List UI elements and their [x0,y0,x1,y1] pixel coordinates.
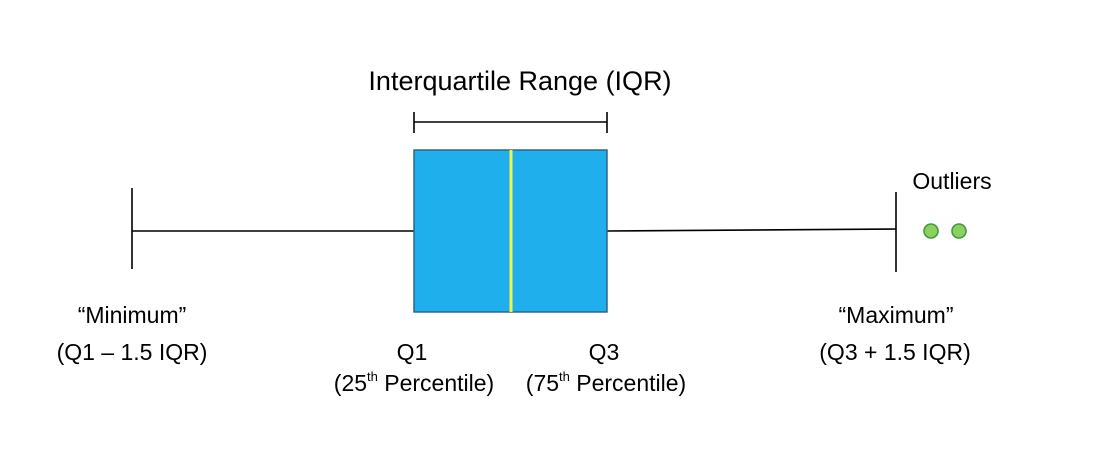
q1-percentile-suffix: Percentile) [377,370,495,396]
q1-percentile-label: (25th Percentile) [314,370,514,397]
upper-whisker-line [606,228,897,232]
minimum-label-line2: (Q1 – 1.5 IQR) [56,339,208,365]
q3-percentile-ordinal: th [559,369,570,385]
q3-percentile-label: (75th Percentile) [508,370,704,397]
outlier-point [923,223,939,239]
iqr-title: Interquartile Range (IQR) [368,66,672,96]
q3-percentile-suffix: Percentile) [569,370,687,396]
q3-percentile-prefix: (75 [525,370,560,396]
q1-label: Q1 [396,339,428,365]
minimum-label-line1: “Minimum” [77,302,187,328]
q3-label: Q3 [588,339,620,365]
q1-percentile-prefix: (25 [333,370,368,396]
q1-percentile-ordinal: th [367,369,378,385]
maximum-label-line1: “Maximum” [838,302,954,328]
outlier-point [951,223,967,239]
outliers-label: Outliers [912,168,992,194]
maximum-label-line2: (Q3 + 1.5 IQR) [819,339,971,365]
